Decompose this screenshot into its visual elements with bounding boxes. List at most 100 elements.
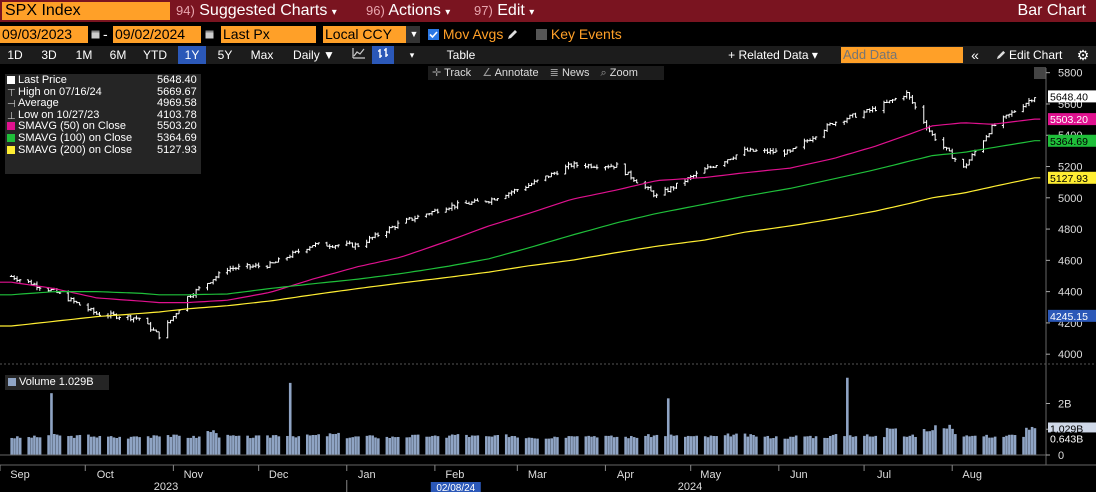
volume-bar xyxy=(789,436,792,455)
volume-bar xyxy=(593,436,596,455)
pencil-icon[interactable] xyxy=(507,29,518,40)
tab-ytd[interactable]: YTD xyxy=(143,48,167,62)
volume-bar xyxy=(456,434,460,455)
tab-1d[interactable]: 1D xyxy=(7,48,23,62)
suggested-charts-menu[interactable]: 94) Suggested Charts ▾ xyxy=(176,2,337,20)
mov-avgs-checkbox[interactable]: Mov Avgs xyxy=(426,26,518,43)
volume-bar xyxy=(894,428,897,455)
price-tick-label: 4600 xyxy=(1058,255,1082,267)
month-label: Jun xyxy=(790,469,808,481)
volume-bar xyxy=(931,430,934,455)
key-events-checkbox[interactable]: Key Events xyxy=(534,26,622,43)
edit-menu[interactable]: 97) Edit ▾ xyxy=(474,2,534,20)
volume-bar xyxy=(197,436,201,455)
end-date-field[interactable]: 09/02/2024 xyxy=(113,26,201,43)
tab-max[interactable]: Max xyxy=(250,48,274,62)
volume-bar xyxy=(712,435,716,455)
start-date-field[interactable]: 09/03/2023 xyxy=(0,26,88,43)
volume-bar xyxy=(1005,435,1008,455)
bar-chart-icon[interactable] xyxy=(372,46,394,64)
volume-bar xyxy=(215,433,218,455)
zoom-icon[interactable]: ⌕ xyxy=(600,67,607,79)
volume-bar xyxy=(305,434,309,455)
chart-tool-strip: ✛ Track ∠ Annotate ≣ News ⌕ Zoom xyxy=(428,66,664,80)
controls-bar: 09/03/2023 - 09/02/2024 Last Px Local CC… xyxy=(0,26,1096,44)
volume-bar xyxy=(652,435,656,455)
price-value-tag xyxy=(1048,90,1096,103)
volume-bar xyxy=(803,436,806,455)
volume-bar xyxy=(624,436,627,455)
collapse-icon[interactable]: « xyxy=(971,47,979,63)
month-label: Dec xyxy=(269,469,289,481)
currency-dropdown-icon[interactable]: ▼ xyxy=(406,26,420,43)
calendar-icon[interactable] xyxy=(89,26,101,43)
volume-bar xyxy=(612,437,616,455)
frequency-select[interactable]: Daily ▼ xyxy=(293,48,335,62)
tab-1m[interactable]: 1M xyxy=(75,48,93,62)
line-chart-icon[interactable] xyxy=(348,46,370,64)
chart-legend[interactable]: Last Price 5648.40 ⊤ High on 07/16/24 5669.… xyxy=(5,74,201,174)
related-data-button[interactable]: + Related Data ▾ xyxy=(728,48,818,62)
volume-bar xyxy=(92,436,96,455)
volume-bar xyxy=(635,437,639,455)
tab-3d[interactable]: 3D xyxy=(41,48,57,62)
currency-select[interactable]: Local CCY xyxy=(323,26,407,43)
volume-bar xyxy=(334,433,338,455)
volume-bar xyxy=(570,436,573,455)
volume-bar xyxy=(814,436,818,455)
actions-menu[interactable]: 96) Actions ▾ xyxy=(366,2,450,20)
edit-chart-button[interactable]: Edit Chart xyxy=(988,46,1070,64)
crosshair-icon[interactable]: ✛ xyxy=(432,67,442,79)
add-data-input[interactable] xyxy=(841,47,963,63)
volume-bar xyxy=(729,436,733,455)
news-icon[interactable]: ≣ xyxy=(549,67,559,79)
tab-5y[interactable]: 5Y xyxy=(217,48,233,62)
zoom-button[interactable]: Zoom xyxy=(609,67,638,79)
menu-label: Actions xyxy=(388,2,441,19)
volume-bar xyxy=(925,431,929,455)
volume-bar xyxy=(556,437,559,455)
legend-label: Last Price xyxy=(18,74,67,86)
volume-bar xyxy=(411,434,414,455)
volume-bar xyxy=(53,434,56,455)
volume-bar xyxy=(269,437,272,455)
chart-kind-title: Bar Chart xyxy=(1017,2,1086,19)
volume-bar xyxy=(965,435,969,455)
volume-bar xyxy=(723,435,727,455)
track-button[interactable]: Track xyxy=(444,67,472,79)
volume-bar xyxy=(536,438,539,455)
volume-legend[interactable]: Volume 1.029B xyxy=(5,375,109,390)
ticker-field[interactable]: SPX Index xyxy=(2,2,170,20)
volume-bar xyxy=(576,436,579,455)
chart-settings-icon[interactable] xyxy=(1034,67,1046,79)
tab-6m[interactable]: 6M xyxy=(109,48,127,62)
price-value-tag-label: 5503.20 xyxy=(1050,114,1088,126)
price-field-select[interactable]: Last Px xyxy=(221,26,316,43)
volume-bar xyxy=(436,436,440,455)
chart-type-dropdown-icon[interactable]: ▾ xyxy=(409,50,415,60)
volume-bar xyxy=(232,435,235,455)
calendar-icon[interactable] xyxy=(203,26,215,43)
volume-bar xyxy=(550,438,554,455)
volume-bar xyxy=(226,434,229,455)
volume-bar xyxy=(755,436,758,455)
month-label: Oct xyxy=(97,469,114,481)
volume-bar xyxy=(885,427,889,455)
month-label: Mar xyxy=(528,469,547,481)
annotate-button[interactable]: Annotate xyxy=(494,67,539,79)
annotate-icon[interactable]: ∠ xyxy=(482,67,493,79)
volume-bar xyxy=(823,437,826,455)
volume-bar xyxy=(846,377,849,455)
volume-bar xyxy=(195,437,198,455)
volume-bar xyxy=(689,436,693,455)
volume-bar xyxy=(851,436,855,455)
volume-bar xyxy=(507,437,511,455)
volume-bar xyxy=(735,433,738,455)
news-button[interactable]: News xyxy=(561,67,590,79)
table-button[interactable]: Table xyxy=(446,48,476,62)
volume-bar xyxy=(55,434,59,455)
gear-icon[interactable]: ⚙ xyxy=(1076,47,1090,63)
volume-bar xyxy=(257,435,261,455)
tab-1y[interactable]: 1Y xyxy=(178,46,206,64)
volume-bar xyxy=(968,436,971,455)
